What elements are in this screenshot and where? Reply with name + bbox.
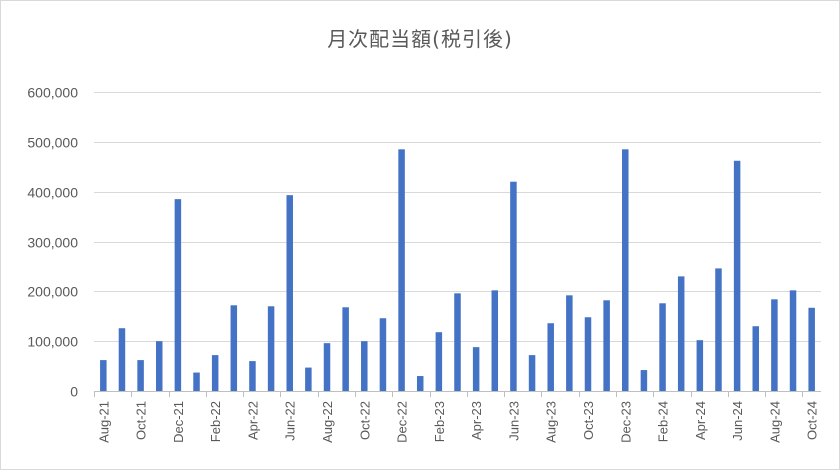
bar-apr-24: [696, 340, 704, 391]
x-tick-label: Feb-23: [432, 401, 447, 442]
y-tick-label: 300,000: [27, 235, 78, 251]
bar-may-23: [491, 290, 499, 391]
chart-title: 月次配当額(税引後): [327, 27, 513, 51]
gridlines: [94, 92, 821, 342]
bar-dec-22: [398, 149, 405, 391]
x-tick-label: Apr-22: [245, 401, 260, 440]
bar-apr-23: [472, 347, 480, 391]
x-tick-label: Apr-24: [693, 401, 708, 440]
x-tick-label: Dec-23: [618, 401, 633, 443]
bar-dec-21: [174, 199, 182, 391]
y-tick-label: 100,000: [27, 334, 78, 350]
bar-jan-24: [640, 370, 648, 391]
x-tick-label: Aug-22: [320, 401, 335, 443]
y-tick-label: 500,000: [27, 135, 78, 151]
bar-nov-23: [603, 300, 610, 391]
x-tick-label: Jun-24: [730, 401, 745, 441]
bar-mar-22: [230, 305, 238, 391]
bar-aug-23: [547, 323, 554, 391]
bar-sep-21: [118, 328, 126, 391]
x-tick-label: Aug-24: [767, 401, 782, 443]
bar-feb-22: [211, 355, 219, 391]
bar-jun-23: [510, 181, 517, 391]
x-tick-label: Jun-23: [506, 401, 521, 441]
bar-sep-22: [342, 307, 349, 391]
bar-oct-23: [584, 317, 592, 391]
x-tick-label: Oct-22: [357, 401, 372, 440]
bar-may-24: [715, 268, 722, 391]
bar-oct-24: [808, 307, 815, 391]
y-tick-label: 200,000: [27, 284, 78, 300]
bar-jul-24: [752, 326, 760, 391]
bar-feb-24: [659, 303, 666, 391]
x-axis-tick-labels: Aug-21 Oct-21 Dec-21 Feb-22 Apr-22 Jun-22 Aug-…: [96, 401, 819, 443]
bar-dec-23: [622, 149, 629, 391]
x-tick-label: Feb-22: [208, 401, 223, 442]
bar-jan-23: [416, 376, 424, 391]
y-axis-tick-labels: 0 100,000 200,000 300,000 400,000 500,000 600,…: [27, 85, 78, 400]
bar-apr-22: [249, 361, 256, 391]
y-tick-label: 600,000: [27, 85, 78, 101]
y-tick-label: 400,000: [27, 185, 78, 201]
bar-aug-21: [100, 360, 107, 391]
bar-oct-21: [137, 360, 144, 391]
x-tick-label: Dec-21: [171, 401, 186, 443]
bar-jun-22: [286, 195, 293, 391]
x-tick-label: Oct-21: [134, 401, 149, 440]
y-tick-label: 0: [70, 384, 78, 400]
bar-nov-22: [379, 318, 387, 391]
bar-sep-23: [566, 295, 573, 391]
x-tick-label: Oct-23: [581, 401, 596, 440]
x-axis: [94, 391, 821, 397]
x-tick-label: Apr-23: [469, 401, 484, 440]
bar-jul-22: [305, 367, 312, 391]
bar-jun-24: [733, 160, 741, 391]
bar-sep-24: [789, 290, 797, 391]
x-tick-label: Aug-23: [544, 401, 559, 443]
bar-oct-22: [361, 341, 368, 391]
x-tick-label: Oct-24: [805, 401, 820, 440]
bar-mar-24: [677, 276, 685, 391]
bar-aug-24: [771, 299, 778, 391]
bars: [100, 149, 815, 391]
bar-nov-21: [155, 341, 163, 391]
bar-jan-22: [193, 372, 200, 391]
bar-may-22: [267, 306, 275, 391]
x-tick-label: Dec-22: [395, 401, 410, 443]
bar-mar-23: [454, 293, 461, 391]
bar-feb-23: [435, 332, 443, 391]
x-tick-label: Feb-24: [656, 401, 671, 442]
x-tick-label: Jun-22: [283, 401, 298, 441]
bar-aug-22: [323, 343, 331, 391]
bar-jul-23: [528, 355, 536, 391]
x-tick-label: Aug-21: [96, 401, 111, 443]
